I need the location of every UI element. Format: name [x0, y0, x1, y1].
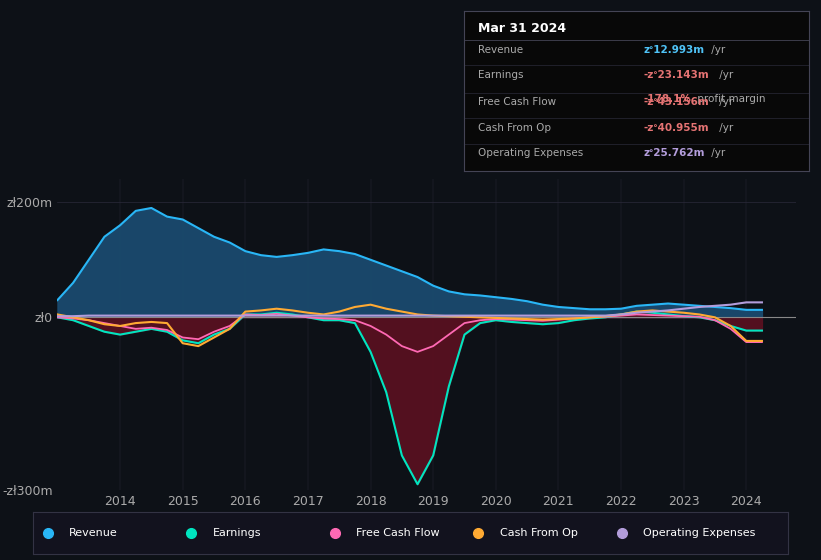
Text: Operating Expenses: Operating Expenses	[478, 148, 583, 158]
Text: -178.1%: -178.1%	[643, 94, 691, 104]
Text: /yr: /yr	[709, 148, 726, 158]
Text: profit margin: profit margin	[694, 94, 765, 104]
Text: Earnings: Earnings	[478, 70, 523, 80]
Text: /yr: /yr	[709, 45, 726, 55]
Text: Cash From Op: Cash From Op	[478, 123, 551, 133]
Text: Revenue: Revenue	[478, 45, 523, 55]
Text: zᐤ12.993m: zᐤ12.993m	[643, 45, 704, 55]
Text: /yr: /yr	[716, 70, 733, 80]
Text: -zᐤ40.955m: -zᐤ40.955m	[643, 123, 709, 133]
Text: -zᐤ43.156m: -zᐤ43.156m	[643, 97, 709, 108]
Text: -zᐤ23.143m: -zᐤ23.143m	[643, 70, 709, 80]
Text: /yr: /yr	[716, 123, 733, 133]
Text: Earnings: Earnings	[213, 529, 261, 538]
Text: Revenue: Revenue	[69, 529, 118, 538]
Text: Mar 31 2024: Mar 31 2024	[478, 22, 566, 35]
Text: Free Cash Flow: Free Cash Flow	[478, 97, 556, 108]
Text: Operating Expenses: Operating Expenses	[643, 529, 755, 538]
Text: zᐤ25.762m: zᐤ25.762m	[643, 148, 704, 158]
Text: Cash From Op: Cash From Op	[500, 529, 577, 538]
Text: /yr: /yr	[716, 97, 733, 108]
Text: Free Cash Flow: Free Cash Flow	[356, 529, 440, 538]
